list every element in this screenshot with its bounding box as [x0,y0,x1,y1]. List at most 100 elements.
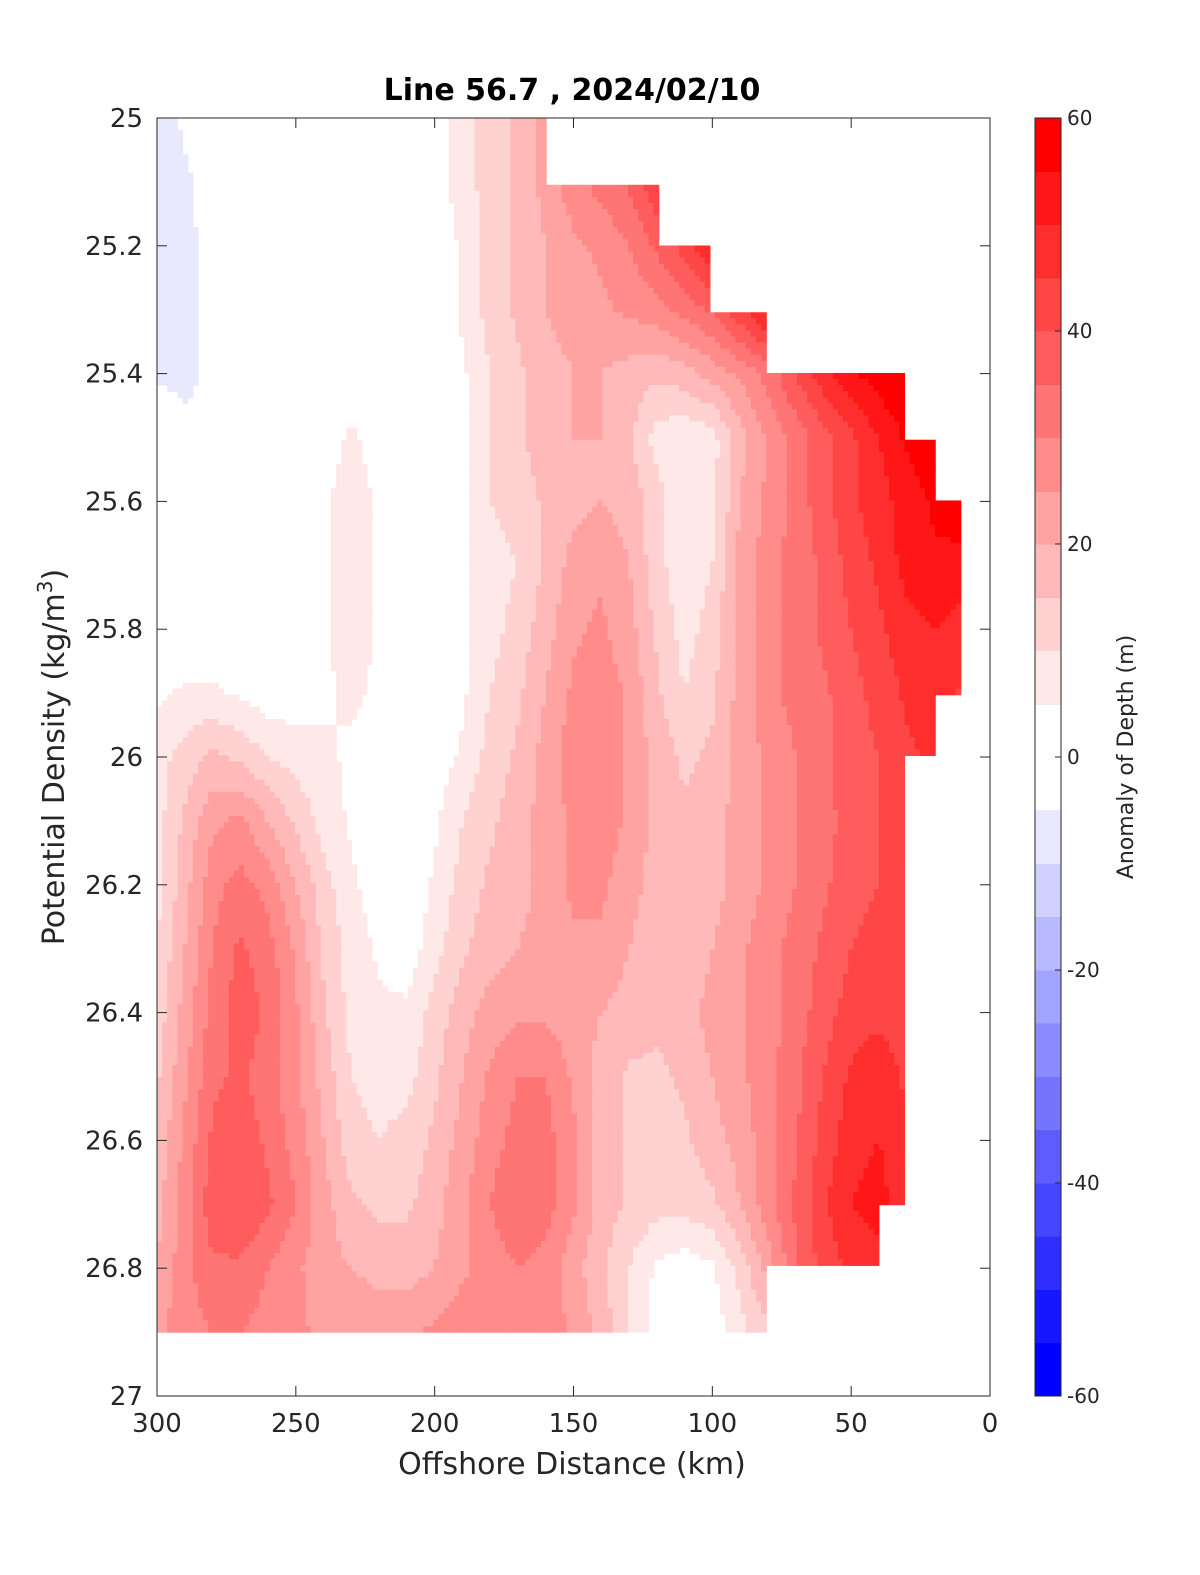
contour-cell [658,476,665,483]
contour-cell [551,415,557,423]
contour-cell [510,524,516,532]
contour-cell [346,439,353,447]
contour-cell [597,209,603,216]
contour-cell [479,142,486,149]
contour-cell [587,312,593,319]
contour-cell [904,457,911,465]
contour-cell [735,506,742,514]
contour-cell [479,542,486,550]
contour-cell [802,457,808,465]
contour-cell [704,263,711,271]
contour-cell [694,330,701,338]
contour-cell [479,251,486,259]
contour-cell [494,372,501,380]
contour-cell [725,379,731,386]
contour-cell [694,451,701,459]
contour-cell [627,196,634,204]
contour-cell [674,421,680,429]
contour-cell [740,427,747,435]
contour-cell [535,451,542,459]
contour-cell [730,445,737,453]
contour-cell [827,488,834,495]
contour-cell [177,215,184,222]
contour-cell [796,391,803,398]
contour-cell [469,366,476,374]
contour-cell [489,439,496,447]
contour-cell [474,190,481,198]
contour-cell [786,379,793,386]
contour-cell [602,196,609,204]
contour-cell [704,530,711,538]
contour-cell [494,464,501,471]
contour-cell [167,221,173,228]
contour-cell [761,536,767,544]
contour-cell [341,524,348,532]
contour-cell [474,227,481,234]
contour-cell [489,130,496,137]
contour-cell [515,433,522,441]
contour-cell [459,287,465,295]
contour-cell [157,221,163,228]
contour-cell [848,379,854,386]
contour-cell [515,494,522,502]
contour-cell [755,555,762,562]
contour-cell [361,542,368,550]
contour-cell [576,263,583,271]
contour-cell [341,542,348,550]
contour-cell [863,439,870,447]
contour-cell [510,142,516,149]
contour-cell [535,257,542,265]
contour-cell [638,263,644,271]
contour-cell [766,500,772,508]
contour-cell [530,263,537,271]
contour-cell [766,415,772,423]
contour-cell [674,409,680,417]
contour-cell [157,348,163,356]
contour-cell [566,397,573,404]
contour-cell [602,524,609,532]
contour-cell [535,457,542,465]
contour-cell [484,184,491,192]
contour-cell [633,488,639,495]
contour-cell [684,403,691,410]
contour-cell [587,209,593,216]
contour-cell [479,190,486,198]
contour-cell [612,306,619,313]
contour-cell [648,239,655,247]
contour-cell [571,464,578,471]
contour-cell [520,391,527,398]
contour-cell [781,397,788,404]
contour-cell [643,251,650,259]
contour-cell [561,196,568,204]
contour-cell [167,300,173,307]
contour-cell [535,342,542,350]
contour-cell [827,500,834,508]
contour-cell [587,300,593,307]
contour-cell [515,536,522,544]
contour-cell [817,536,824,544]
contour-cell [510,324,516,332]
contour-cell [668,294,675,301]
contour-cell [515,269,522,277]
contour-cell [556,470,563,477]
contour-cell [755,318,762,325]
contour-cell [796,549,803,556]
contour-cell [843,530,849,538]
contour-cell [955,536,962,544]
contour-cell [627,409,634,417]
contour-cell [351,549,358,556]
contour-cell [571,281,578,289]
contour-cell [479,318,486,325]
contour-cell [592,275,598,283]
contour-cell [791,530,798,538]
contour-cell [474,433,481,441]
contour-cell [525,160,532,168]
contour-cell [715,360,721,368]
contour-cell [807,372,813,380]
contour-cell [530,354,537,362]
contour-cell [551,324,557,332]
contour-cell [668,427,675,435]
contour-cell [494,190,501,198]
contour-cell [720,451,726,459]
contour-cell [612,549,619,556]
